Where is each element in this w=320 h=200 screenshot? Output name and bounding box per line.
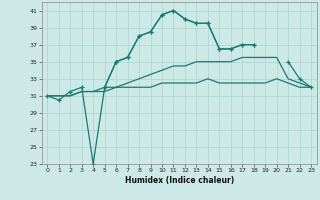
X-axis label: Humidex (Indice chaleur): Humidex (Indice chaleur) xyxy=(124,176,234,185)
